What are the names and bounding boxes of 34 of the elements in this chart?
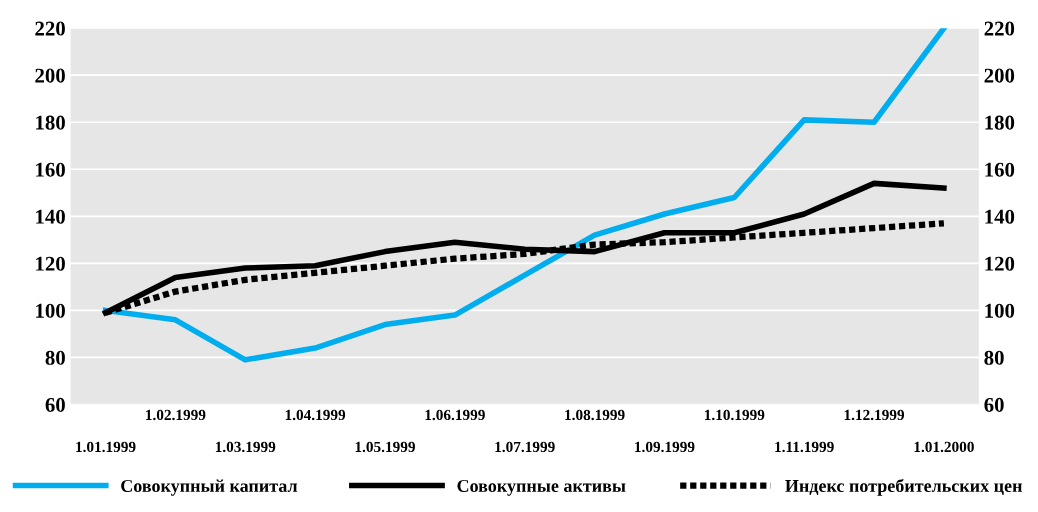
legend-label: Совокупные активы xyxy=(457,479,626,496)
y2-tick-label: 100 xyxy=(985,303,1015,318)
x-tick-label: 1.01.1999 xyxy=(76,441,136,453)
y2-tick-label: 120 xyxy=(985,256,1015,271)
y-tick-label: 120 xyxy=(36,256,65,271)
x-tick-label: 1.02.1999 xyxy=(146,409,206,421)
x-tick-label: 1.11.1999 xyxy=(775,441,834,453)
x-tick-label: 1.01.2000 xyxy=(914,441,974,453)
y-tick-label: 200 xyxy=(35,68,65,83)
x-tick-label: 1.03.1999 xyxy=(215,441,276,453)
y-tick-label: 80 xyxy=(45,350,65,365)
x-tick-label: 1.04.1999 xyxy=(285,409,346,421)
y2-tick-label: 140 xyxy=(985,209,1015,224)
y-tick-label: 160 xyxy=(36,162,65,177)
x-tick-label: 1.05.1999 xyxy=(355,441,415,453)
legend-label: Совокупный капитал xyxy=(121,479,298,496)
y-tick-label: 100 xyxy=(36,303,65,318)
x-tick-label: 1.09.1999 xyxy=(635,441,695,453)
y-tick-label: 180 xyxy=(36,115,65,130)
x-tick-label: 1.10.1999 xyxy=(704,409,765,421)
x-tick-label: 1.07.1999 xyxy=(495,441,555,453)
y-tick-label: 140 xyxy=(36,209,65,224)
legend-label: Индекс потребительских цен xyxy=(785,478,1022,496)
y2-tick-label: 60 xyxy=(984,397,1004,412)
y-tick-label: 60 xyxy=(45,397,65,412)
y2-tick-label: 200 xyxy=(984,68,1015,83)
y2-tick-label: 80 xyxy=(984,350,1004,365)
y2-tick-label: 220 xyxy=(984,21,1015,36)
y2-tick-label: 160 xyxy=(985,162,1015,177)
x-tick-label: 1.06.1999 xyxy=(425,409,485,421)
y-tick-label: 220 xyxy=(35,21,65,36)
y2-tick-label: 180 xyxy=(985,115,1015,130)
x-tick-label: 1.08.1999 xyxy=(565,409,625,421)
x-tick-label: 1.12.1999 xyxy=(844,409,905,421)
